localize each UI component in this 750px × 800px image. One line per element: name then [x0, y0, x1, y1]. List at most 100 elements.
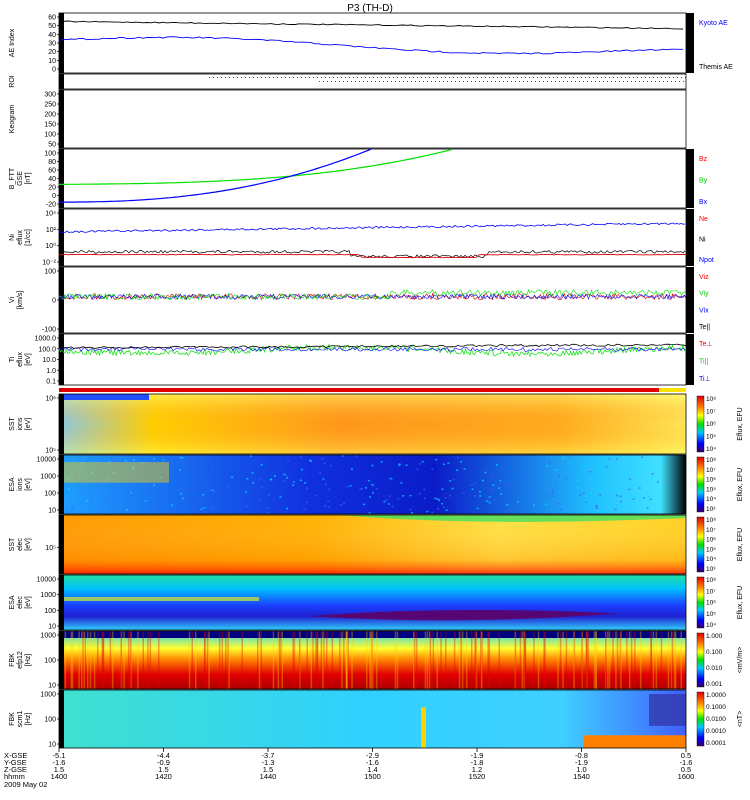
roi-dot [577, 77, 578, 78]
noise-pixel [605, 466, 608, 468]
roi-dot [633, 77, 634, 78]
stripe-pixel [480, 631, 482, 689]
colorbar-tick: 10⁸ [706, 457, 716, 464]
noise-pixel [435, 459, 438, 461]
noise-pixel [171, 512, 174, 514]
noise-pixel [505, 485, 507, 487]
roi-dot [323, 81, 324, 82]
y-tick-label: -100 [42, 327, 56, 334]
roi-dot [469, 77, 470, 78]
stripe-pixel [149, 631, 152, 689]
noise-pixel [300, 456, 303, 458]
noise-pixel [442, 463, 445, 465]
roi-dot [309, 77, 310, 78]
y-tick-label: 10 [48, 58, 56, 65]
noise-pixel [122, 509, 125, 511]
roi-dot [547, 81, 548, 82]
legend-entry: Ti|| [699, 359, 708, 366]
roi-dot [651, 81, 652, 82]
stripe-pixel [228, 631, 230, 689]
noise-pixel [451, 487, 454, 490]
stripe-pixel [634, 631, 636, 689]
roi-dot [467, 81, 468, 82]
colorbar-tick: 10⁶ [706, 421, 716, 428]
noise-pixel [495, 464, 498, 466]
y-tick-label: 100 [44, 717, 56, 724]
noise-pixel [598, 464, 601, 466]
noise-pixel [526, 494, 529, 497]
spectrogram-fbk-scm [59, 690, 686, 748]
colorbar [696, 516, 705, 573]
stripe-pixel [120, 631, 122, 689]
y-axis-label: Ni [9, 234, 16, 241]
roi-dot [337, 77, 338, 78]
noise-pixel [551, 495, 554, 497]
noise-pixel [636, 473, 639, 475]
stripe-pixel [225, 631, 227, 689]
stripe-pixel [341, 631, 343, 689]
noise-pixel [124, 460, 127, 462]
stripe-pixel [315, 631, 317, 689]
roi-dot [657, 77, 658, 78]
noise-pixel [595, 505, 598, 508]
noise-pixel [558, 474, 560, 477]
noise-pixel [409, 508, 412, 511]
colorbar-tick: 10⁸ [706, 577, 716, 584]
roi-dot [273, 77, 274, 78]
noise-pixel [492, 484, 495, 486]
legend-entry: Kyoto AE [699, 20, 728, 27]
roi-dot [637, 77, 638, 78]
ephemeris-value: -0.9 [157, 758, 170, 767]
panel-edge [59, 209, 64, 266]
noise-pixel [530, 496, 533, 498]
roi-dot [319, 81, 320, 82]
roi-dot [455, 81, 456, 82]
noise-pixel [610, 505, 613, 508]
series-te-par [58, 343, 687, 349]
stripe-pixel [191, 631, 193, 689]
noise-pixel [565, 477, 568, 480]
stripe-pixel [375, 631, 378, 689]
roi-dot [407, 81, 408, 82]
noise-pixel [389, 477, 392, 480]
stripe-pixel [137, 631, 139, 689]
noise-pixel [322, 478, 325, 480]
page-title: P3 (TH-D) [347, 3, 393, 14]
noise-pixel [437, 508, 440, 510]
stripe-pixel [278, 631, 281, 689]
noise-pixel [136, 474, 139, 476]
noise-pixel [303, 508, 306, 511]
roi-dot [587, 81, 588, 82]
noise-pixel [456, 469, 459, 471]
roi-dot [499, 81, 500, 82]
stripe-pixel [293, 631, 296, 689]
stripe-pixel [306, 631, 308, 689]
roi-dot [237, 77, 238, 78]
noise-pixel [637, 459, 640, 461]
stripe-pixel [346, 631, 348, 689]
time-tick-label: 1400 [51, 772, 68, 781]
y-axis-label: B_FTT [9, 167, 16, 189]
stripe-pixel [102, 631, 104, 689]
colorbar-tick: 10⁵ [706, 611, 716, 618]
ephemeris-value: 1.5 [158, 765, 168, 774]
roi-dot [233, 77, 234, 78]
noise-pixel [133, 458, 135, 461]
noise-pixel [321, 457, 324, 460]
noise-pixel [582, 465, 585, 468]
noise-pixel [662, 457, 665, 459]
y-axis-label: [eV] [25, 538, 32, 551]
noise-pixel [286, 477, 289, 479]
stripe-pixel [655, 631, 658, 689]
y-axis-label: FBK [9, 653, 16, 667]
roi-dot [625, 77, 626, 78]
roi-dot [585, 77, 586, 78]
stripe-pixel [310, 631, 313, 689]
y-tick-label: 50 [48, 23, 56, 30]
y-axis-label: SST [9, 416, 16, 430]
legend-edge [686, 267, 694, 333]
noise-pixel [426, 510, 429, 513]
noise-pixel [371, 464, 374, 467]
spectrogram-sst-ions-shade [59, 394, 686, 454]
roi-dot [541, 77, 542, 78]
